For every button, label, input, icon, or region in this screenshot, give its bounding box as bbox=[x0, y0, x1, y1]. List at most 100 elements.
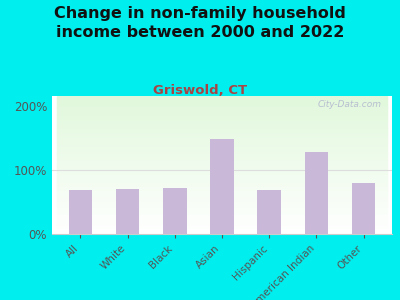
Bar bbox=[57, 149, 387, 150]
Bar bbox=[57, 117, 387, 118]
Bar bbox=[57, 111, 387, 112]
Bar bbox=[57, 186, 387, 187]
Bar bbox=[57, 176, 387, 178]
Bar bbox=[57, 195, 387, 196]
Bar bbox=[57, 171, 387, 172]
Bar bbox=[57, 107, 387, 109]
Bar bbox=[57, 109, 387, 110]
Bar bbox=[57, 129, 387, 130]
Bar bbox=[57, 216, 387, 217]
Bar bbox=[57, 147, 387, 148]
Text: City-Data.com: City-Data.com bbox=[318, 100, 382, 109]
Bar bbox=[57, 194, 387, 195]
Bar bbox=[57, 160, 387, 161]
Bar bbox=[57, 155, 387, 156]
Bar bbox=[57, 175, 387, 176]
Bar bbox=[352, 183, 376, 234]
Bar bbox=[57, 184, 387, 186]
Bar bbox=[57, 106, 387, 107]
Bar bbox=[57, 158, 387, 159]
Bar bbox=[57, 223, 387, 224]
Bar bbox=[57, 193, 387, 194]
Bar bbox=[57, 169, 387, 171]
Bar bbox=[57, 137, 387, 139]
Bar bbox=[57, 159, 387, 160]
Bar bbox=[57, 198, 387, 200]
Bar bbox=[57, 226, 387, 227]
Bar bbox=[57, 139, 387, 140]
Bar bbox=[57, 188, 387, 189]
Bar bbox=[57, 221, 387, 223]
Bar bbox=[57, 100, 387, 102]
Bar bbox=[57, 136, 387, 137]
Bar bbox=[57, 141, 387, 142]
Bar bbox=[57, 200, 387, 201]
Bar bbox=[57, 166, 387, 167]
Bar bbox=[57, 227, 387, 228]
Bar bbox=[57, 140, 387, 141]
Bar bbox=[116, 189, 139, 234]
Bar bbox=[57, 197, 387, 198]
Bar bbox=[57, 151, 387, 152]
Bar bbox=[57, 214, 387, 216]
Bar bbox=[57, 209, 387, 210]
Bar bbox=[305, 152, 328, 234]
Bar bbox=[57, 126, 387, 127]
Bar bbox=[57, 191, 387, 193]
Bar bbox=[57, 98, 387, 99]
Bar bbox=[57, 224, 387, 225]
Bar bbox=[57, 173, 387, 174]
Bar bbox=[258, 190, 281, 234]
Bar bbox=[57, 220, 387, 221]
Bar bbox=[57, 157, 387, 158]
Bar bbox=[57, 167, 387, 168]
Bar bbox=[57, 202, 387, 203]
Bar bbox=[57, 174, 387, 175]
Bar bbox=[57, 112, 387, 113]
Bar bbox=[163, 188, 186, 234]
Bar bbox=[57, 125, 387, 126]
Bar bbox=[57, 218, 387, 219]
Bar bbox=[57, 116, 387, 117]
Bar bbox=[57, 165, 387, 166]
Bar bbox=[57, 132, 387, 133]
Bar bbox=[57, 172, 387, 173]
Bar bbox=[57, 150, 387, 151]
Bar bbox=[57, 206, 387, 208]
Bar bbox=[57, 190, 387, 191]
Bar bbox=[57, 144, 387, 145]
Bar bbox=[57, 104, 387, 105]
Bar bbox=[57, 168, 387, 169]
Bar bbox=[57, 219, 387, 220]
Bar bbox=[57, 163, 387, 164]
Bar bbox=[57, 187, 387, 188]
Bar bbox=[57, 135, 387, 136]
Bar bbox=[57, 211, 387, 212]
Bar bbox=[57, 127, 387, 128]
Bar bbox=[57, 110, 387, 111]
Bar bbox=[57, 196, 387, 197]
Bar bbox=[57, 233, 387, 234]
Bar bbox=[57, 208, 387, 209]
Bar bbox=[57, 133, 387, 134]
Bar bbox=[57, 105, 387, 106]
Bar bbox=[57, 122, 387, 124]
Bar bbox=[57, 119, 387, 120]
Bar bbox=[210, 139, 234, 234]
Bar bbox=[57, 203, 387, 204]
Bar bbox=[57, 121, 387, 122]
Bar bbox=[57, 205, 387, 206]
Bar bbox=[57, 182, 387, 183]
Bar bbox=[57, 164, 387, 165]
Bar bbox=[57, 134, 387, 135]
Bar bbox=[57, 148, 387, 149]
Bar bbox=[57, 217, 387, 218]
Bar bbox=[57, 99, 387, 101]
Bar bbox=[57, 113, 387, 114]
Bar bbox=[57, 161, 387, 163]
Bar bbox=[57, 130, 387, 132]
Bar bbox=[57, 181, 387, 182]
Bar bbox=[57, 103, 387, 104]
Bar bbox=[57, 97, 387, 98]
Bar bbox=[57, 228, 387, 230]
